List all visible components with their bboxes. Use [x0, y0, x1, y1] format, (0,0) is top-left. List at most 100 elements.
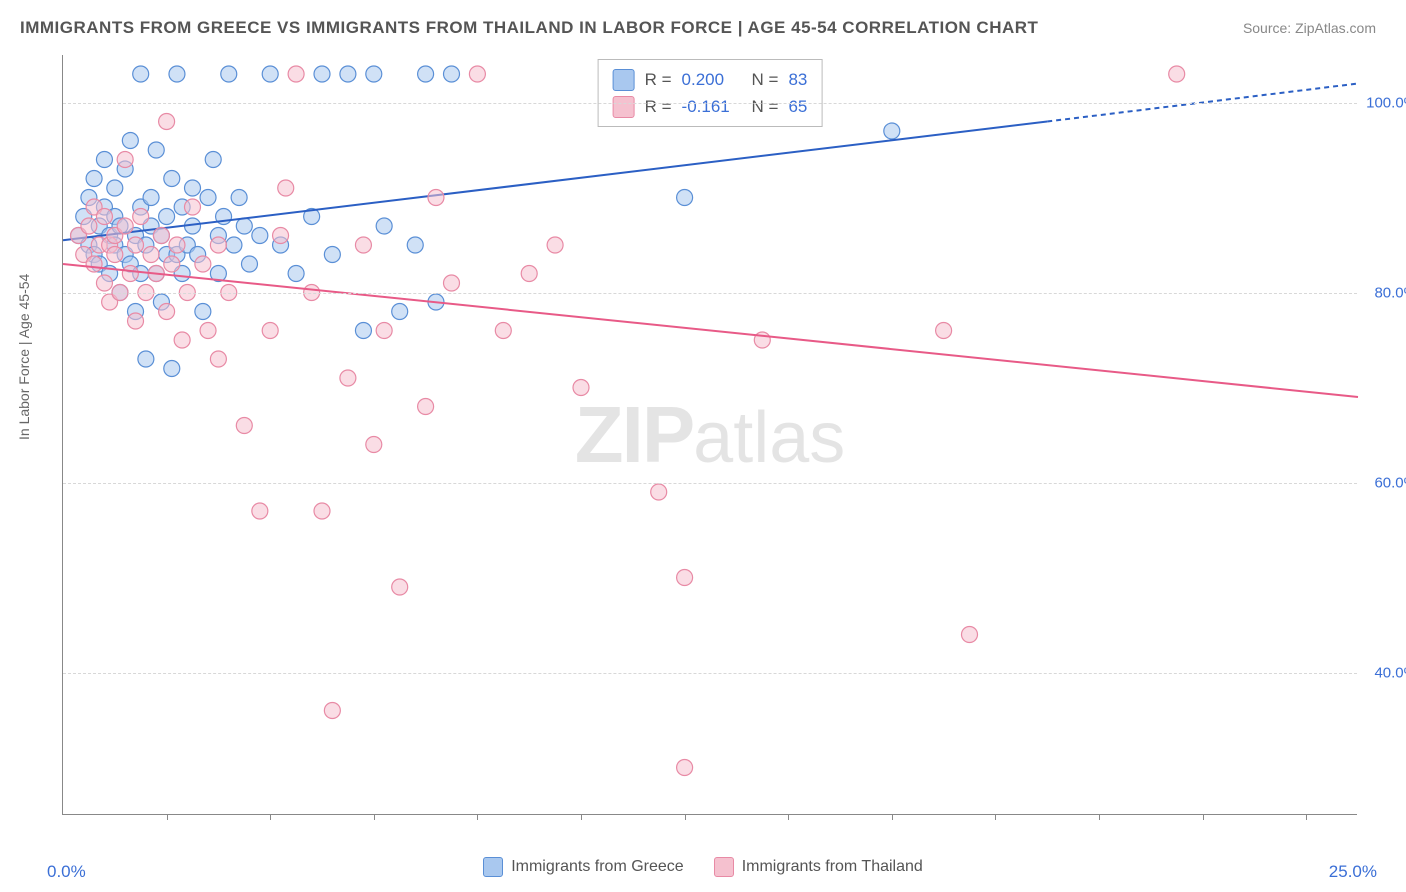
legend-swatch: [483, 857, 503, 877]
stats-r-value: 0.200: [682, 66, 742, 93]
plot-svg: [63, 55, 1357, 814]
x-tick: [581, 814, 582, 820]
data-point: [226, 237, 242, 253]
data-point: [324, 703, 340, 719]
data-point: [355, 323, 371, 339]
data-point: [962, 627, 978, 643]
data-point: [495, 323, 511, 339]
data-point: [1169, 66, 1185, 82]
data-point: [174, 332, 190, 348]
data-point: [159, 304, 175, 320]
data-point: [340, 370, 356, 386]
data-point: [262, 66, 278, 82]
data-point: [195, 256, 211, 272]
data-point: [185, 180, 201, 196]
data-point: [96, 275, 112, 291]
data-point: [428, 190, 444, 206]
data-point: [148, 142, 164, 158]
chart-container: IMMIGRANTS FROM GREECE VS IMMIGRANTS FRO…: [0, 0, 1406, 892]
stats-swatch: [613, 69, 635, 91]
x-tick: [685, 814, 686, 820]
x-tick: [270, 814, 271, 820]
legend-label: Immigrants from Greece: [511, 858, 683, 876]
data-point: [159, 209, 175, 225]
y-tick-label: 100.0%: [1366, 94, 1406, 111]
data-point: [221, 66, 237, 82]
data-point: [288, 266, 304, 282]
stats-n-value: 83: [788, 66, 807, 93]
data-point: [376, 218, 392, 234]
data-point: [324, 247, 340, 263]
data-point: [376, 323, 392, 339]
grid-line: [63, 293, 1357, 294]
data-point: [392, 304, 408, 320]
data-point: [96, 209, 112, 225]
bottom-legend: Immigrants from Greece Immigrants from Th…: [0, 857, 1406, 882]
grid-line: [63, 103, 1357, 104]
stats-row: R = 0.200 N = 83: [613, 66, 808, 93]
data-point: [185, 199, 201, 215]
legend-swatch: [714, 857, 734, 877]
data-point: [143, 190, 159, 206]
data-point: [252, 503, 268, 519]
stats-n-label: N =: [752, 66, 779, 93]
data-point: [418, 399, 434, 415]
data-point: [236, 418, 252, 434]
data-point: [884, 123, 900, 139]
y-axis-label: In Labor Force | Age 45-54: [16, 274, 32, 440]
x-tick: [1203, 814, 1204, 820]
data-point: [366, 437, 382, 453]
data-point: [210, 351, 226, 367]
data-point: [195, 304, 211, 320]
source-label: Source: ZipAtlas.com: [1243, 20, 1376, 36]
stats-row: R =-0.161N =65: [613, 93, 808, 120]
stats-r-label: R =: [645, 93, 672, 120]
data-point: [200, 323, 216, 339]
y-tick-label: 40.0%: [1374, 664, 1406, 681]
data-point: [81, 218, 97, 234]
data-point: [86, 256, 102, 272]
trend-line: [63, 122, 1047, 241]
data-point: [117, 218, 133, 234]
data-point: [469, 66, 485, 82]
data-point: [231, 190, 247, 206]
x-tick: [167, 814, 168, 820]
data-point: [210, 237, 226, 253]
data-point: [521, 266, 537, 282]
data-point: [444, 66, 460, 82]
x-tick: [477, 814, 478, 820]
data-point: [138, 351, 154, 367]
data-point: [107, 247, 123, 263]
data-point: [314, 503, 330, 519]
data-point: [164, 256, 180, 272]
data-point: [133, 209, 149, 225]
data-point: [392, 579, 408, 595]
stats-r-label: R =: [645, 66, 672, 93]
stats-swatch: [613, 96, 635, 118]
data-point: [936, 323, 952, 339]
data-point: [273, 228, 289, 244]
data-point: [444, 275, 460, 291]
plot-area: ZIPatlas R =0.200N =83R =-0.161N =65 40.…: [62, 55, 1357, 815]
data-point: [159, 114, 175, 130]
legend-item: Immigrants from Thailand: [714, 857, 923, 877]
data-point: [278, 180, 294, 196]
data-point: [355, 237, 371, 253]
data-point: [122, 133, 138, 149]
data-point: [169, 237, 185, 253]
stats-legend-box: R = 0.200 N = 83R =-0.161N =65: [598, 59, 823, 127]
legend-label: Immigrants from Thailand: [742, 858, 923, 876]
data-point: [252, 228, 268, 244]
data-point: [164, 361, 180, 377]
data-point: [164, 171, 180, 187]
data-point: [117, 152, 133, 168]
grid-line: [63, 673, 1357, 674]
data-point: [677, 190, 693, 206]
data-point: [288, 66, 304, 82]
x-tick: [788, 814, 789, 820]
x-tick: [374, 814, 375, 820]
data-point: [418, 66, 434, 82]
data-point: [143, 247, 159, 263]
data-point: [241, 256, 257, 272]
data-point: [96, 152, 112, 168]
